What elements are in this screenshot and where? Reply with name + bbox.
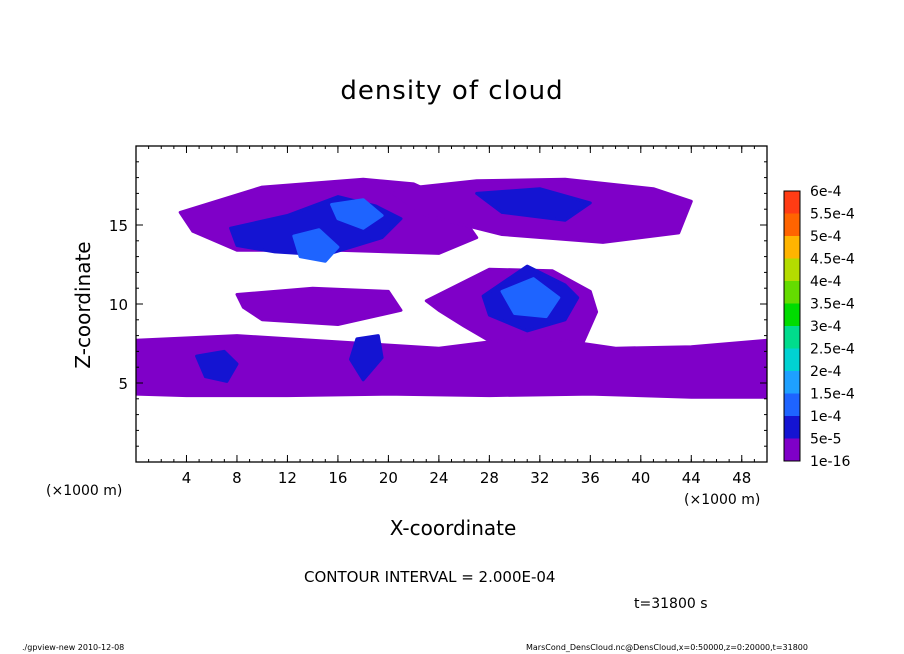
x-tick-label: 40 — [631, 469, 650, 487]
colorbar-label: 3e-4 — [810, 319, 842, 335]
x-tick-label: 16 — [328, 469, 347, 487]
colorbar: 1e-16 5e-5 1e-4 1.5e-4 2e-4 2.5e-4 3e-4 3.5e-4 4… — [783, 184, 855, 470]
contour-interval-label: CONTOUR INTERVAL = 2.000E-04 — [304, 568, 556, 586]
colorbar-label: 2e-4 — [810, 364, 842, 380]
x-tick-label: 28 — [480, 469, 499, 487]
x-tick-label: 32 — [530, 469, 549, 487]
colorbar-swatch — [784, 371, 800, 394]
footer-data-source: MarsCond_DensCloud.nc@DensCloud,x=0:5000… — [526, 643, 808, 652]
footer-program-date: ./gpview-new 2010-12-08 — [22, 643, 125, 652]
colorbar-label: 5e-4 — [810, 229, 842, 245]
colorbar-frame — [783, 190, 801, 462]
chart-title: density of cloud — [340, 76, 564, 106]
cloud-region-level-2 — [330, 198, 384, 230]
cloud-region-level-0 — [136, 334, 767, 399]
colorbar-swatch — [784, 191, 800, 214]
x-tick-label: 20 — [379, 469, 398, 487]
y-tick-label: 10 — [109, 296, 128, 314]
x-tick-label: 24 — [429, 469, 448, 487]
time-label: t=31800 s — [634, 596, 708, 612]
cloud-density-field — [136, 177, 767, 399]
x-tick-label: 12 — [278, 469, 297, 487]
colorbar-label: 1e-16 — [810, 454, 850, 470]
x-axis-label: X-coordinate — [389, 516, 517, 540]
colorbar-label: 6e-4 — [810, 184, 842, 200]
colorbar-label: 1e-4 — [810, 409, 842, 425]
colorbar-label: 3.5e-4 — [810, 297, 855, 313]
x-tick-label: 8 — [232, 469, 242, 487]
colorbar-label: 5e-5 — [810, 432, 841, 448]
x-tick-label: 44 — [682, 469, 701, 487]
cloud-region-level-0 — [235, 286, 403, 326]
colorbar-label: 4.5e-4 — [810, 252, 855, 268]
colorbar-label: 5.5e-4 — [810, 207, 855, 223]
colorbar-swatch — [784, 393, 800, 416]
colorbar-swatch — [784, 438, 800, 461]
colorbar-swatch — [784, 281, 800, 304]
colorbar-swatch — [784, 258, 800, 281]
y-axis-label: Z-coordinate — [71, 241, 95, 369]
x-axis-unit-right: (×1000 m) — [684, 492, 761, 508]
colorbar-swatch — [784, 213, 800, 236]
colorbar-swatch — [784, 348, 800, 371]
colorbar-swatch — [784, 236, 800, 259]
cloud-region-level-1 — [349, 334, 384, 382]
colorbar-swatch — [784, 416, 800, 439]
colorbar-label: 1.5e-4 — [810, 387, 855, 403]
x-tick-label: 4 — [182, 469, 192, 487]
colorbar-label: 4e-4 — [810, 274, 842, 290]
x-tick-label: 36 — [581, 469, 600, 487]
y-tick-label: 15 — [109, 217, 128, 235]
x-axis-unit-left: (×1000 m) — [46, 483, 123, 499]
colorbar-label: 2.5e-4 — [810, 342, 855, 358]
colorbar-swatch — [784, 303, 800, 326]
x-tick-label: 48 — [732, 469, 751, 487]
cloud-region-level-1 — [475, 187, 592, 222]
cloud-region-level-2 — [500, 277, 561, 319]
cloud-region-level-2 — [292, 228, 340, 263]
y-tick-label: 5 — [118, 375, 128, 393]
cloud-region-level-1 — [195, 349, 239, 383]
colorbar-swatch — [784, 326, 800, 349]
